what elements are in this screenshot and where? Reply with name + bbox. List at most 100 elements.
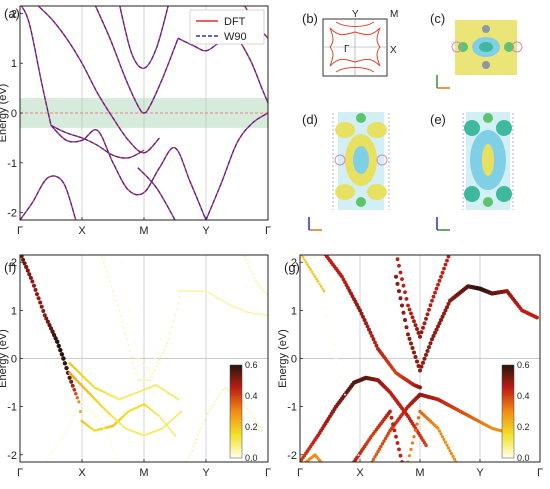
weighted-band-point	[105, 270, 108, 273]
weighted-band-point	[121, 424, 124, 427]
fermi-surface-contour	[329, 27, 381, 67]
weighted-band-point	[215, 296, 218, 299]
weighted-band-point	[105, 433, 108, 436]
y-tick-label: 2	[11, 8, 17, 20]
panel-label-e: (e)	[430, 112, 446, 127]
weighted-band-point	[265, 293, 268, 296]
y-axis-label: Energy (eV)	[277, 329, 289, 388]
weighted-band-point	[138, 379, 141, 382]
weighted-band-point	[394, 251, 398, 255]
weighted-band-point	[201, 290, 204, 293]
weighted-band-point	[248, 311, 251, 314]
weighted-band-point	[30, 279, 35, 284]
w90-band-line	[20, 6, 52, 126]
x-tick-label: Γ	[537, 467, 543, 479]
weighted-band-point	[192, 445, 195, 448]
weighted-band-point	[209, 292, 212, 295]
weighted-band-point	[178, 296, 181, 299]
weighted-band-point	[124, 332, 127, 335]
weighted-band-point	[262, 313, 265, 316]
y-tick-label: 0	[11, 354, 17, 366]
weighted-band-point	[46, 456, 49, 459]
weighted-band-point	[422, 321, 427, 326]
weighted-band-point	[354, 440, 357, 443]
colorbar	[229, 364, 243, 459]
weighted-band-point	[389, 415, 394, 420]
weighted-band-point	[252, 312, 256, 315]
weighted-band-point	[113, 294, 116, 297]
weighted-band-point	[141, 379, 144, 382]
weighted-band-point	[415, 422, 419, 426]
weighted-band-point	[181, 290, 184, 293]
weighted-band-point	[142, 379, 146, 382]
legend-box	[189, 9, 265, 45]
weighted-band-point	[226, 388, 229, 391]
weighted-band-point	[173, 434, 177, 437]
fermi-surface-arcs	[335, 21, 375, 73]
orbital-lobe-yellow	[482, 144, 494, 176]
weighted-band-point	[322, 251, 326, 255]
weighted-band-point	[218, 298, 221, 301]
weighted-band-point	[208, 410, 211, 413]
weighted-band-point	[32, 283, 36, 288]
x-tick-label: Γ	[265, 467, 271, 479]
weighted-band-point	[155, 352, 158, 355]
atom-sphere	[356, 197, 366, 207]
weighted-band-point	[113, 417, 116, 420]
weighted-band-point	[367, 327, 371, 332]
weighted-band-point	[259, 285, 262, 288]
weighted-band-point	[208, 291, 211, 294]
weighted-band-point	[127, 344, 130, 347]
x-tick-label: Y	[202, 467, 210, 479]
weighted-band-point	[434, 327, 439, 332]
weighted-band-point	[421, 325, 425, 330]
weighted-band-point	[446, 255, 451, 259]
weighted-band-point	[136, 379, 139, 382]
w90-band-line	[94, 6, 179, 114]
weighted-band-point	[81, 400, 83, 403]
weighted-band-point	[146, 379, 149, 382]
colorbar-tick-label: 0.2	[245, 422, 258, 432]
weighted-band-point	[170, 326, 173, 329]
weighted-band-point	[127, 309, 130, 312]
weighted-band-point	[84, 404, 87, 406]
weighted-band-point	[116, 304, 119, 307]
weighted-band-point	[440, 314, 445, 319]
weighted-band-point	[65, 428, 68, 431]
weighted-band-point	[173, 415, 177, 419]
weighted-band-point	[71, 417, 74, 420]
weighted-band-point	[321, 293, 324, 296]
y-tick-label: -1	[7, 158, 17, 170]
weighted-band-point	[88, 408, 91, 411]
weighted-band-point	[20, 255, 24, 259]
weighted-band-point	[409, 447, 413, 451]
weighted-band-point	[100, 405, 104, 408]
orbital-lobe-yellow	[335, 184, 355, 200]
weighted-band-point	[415, 359, 419, 364]
weighted-band-point	[53, 447, 56, 450]
weighted-band-point	[382, 439, 386, 443]
weighted-band-point	[70, 420, 73, 423]
weighted-band-point	[86, 380, 90, 383]
atom-sphere	[482, 25, 490, 33]
weighted-band-point	[425, 312, 430, 317]
weighted-band-point	[212, 403, 215, 406]
weighted-band-point	[243, 255, 246, 258]
weighted-band-point	[73, 414, 76, 417]
y-tick-label: 1	[11, 305, 17, 317]
weighted-band-point	[358, 308, 362, 313]
weighted-band-point	[419, 364, 424, 369]
weighted-band-point	[327, 321, 330, 324]
atom-sphere	[451, 41, 463, 53]
weighted-band-point	[156, 413, 160, 417]
weighted-band-point	[169, 393, 172, 396]
weighted-band-point	[121, 270, 124, 273]
weighted-band-point	[422, 356, 427, 361]
y-tick-label: -1	[7, 402, 17, 414]
weighted-band-point	[96, 400, 99, 404]
weighted-band-point	[245, 258, 248, 261]
weighted-band-point	[175, 414, 178, 417]
weighted-band-point	[101, 256, 104, 259]
weighted-band-point	[323, 299, 325, 302]
